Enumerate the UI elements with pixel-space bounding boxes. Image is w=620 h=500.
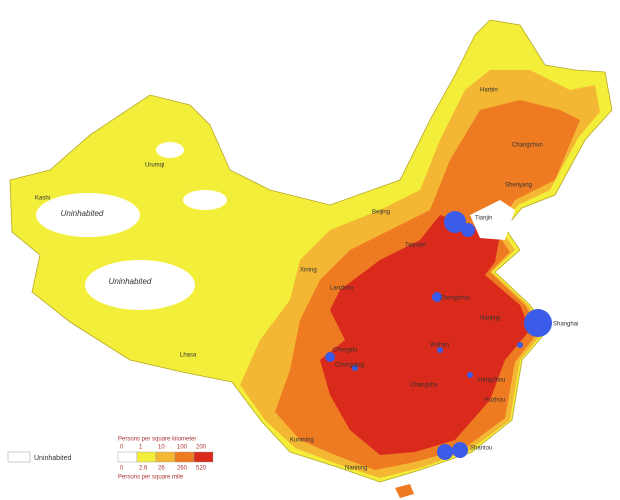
city-label: Chongqing: [335, 363, 364, 369]
legend-tick-label: 520: [196, 466, 207, 472]
city-dot: [524, 309, 552, 337]
legend-swatch: [193, 451, 214, 463]
bohai-sea: [470, 200, 515, 240]
legend-tick-label: 200: [196, 445, 207, 451]
legend-tick-label: 1: [139, 445, 143, 451]
legend-tick-label: 26: [158, 466, 165, 472]
city-dot: [461, 223, 475, 237]
city-label: Changsha: [410, 383, 438, 389]
hainan: [395, 484, 414, 498]
city-dot: [467, 372, 473, 378]
city-label: Fuzhou: [485, 398, 505, 404]
city-dot: [444, 211, 466, 233]
uninhabited-area: [183, 190, 227, 210]
city-label: Shantou: [470, 446, 492, 452]
city-label: Urumqi: [145, 163, 164, 169]
city-label: Changchun: [512, 143, 543, 149]
city-dot: [432, 292, 442, 302]
legend-tick-label: 10: [158, 445, 165, 451]
uninhabited-label: Uninhabited: [109, 277, 152, 286]
city-dot: [452, 442, 468, 458]
land-very-high: [320, 215, 530, 455]
city-label: Wuhan: [430, 343, 449, 349]
legend-tick-label: 2.6: [139, 466, 148, 472]
city-label: Lanzhou: [330, 286, 353, 292]
city-label: Xining: [300, 268, 317, 274]
uninhabited-area: [36, 193, 140, 237]
legend-swatch: [7, 451, 31, 463]
city-label: Nanning: [345, 466, 367, 472]
city-label: Tianjin: [475, 216, 492, 222]
city-dot: [437, 444, 453, 460]
legend-tick-label: 260: [177, 466, 188, 472]
uninhabited-area: [85, 260, 195, 310]
city-dot: [437, 347, 443, 353]
legend: Persons per square kilometer Persons per…: [7, 437, 214, 481]
city-dot: [325, 352, 335, 362]
city-label: Lhasa: [180, 353, 197, 359]
city-label: Beijing: [372, 210, 390, 216]
legend-title: Persons per square kilometer: [118, 437, 196, 443]
uninhabited-area: [156, 142, 184, 158]
legend-tick-label: 0: [120, 466, 124, 472]
labels: Uninhabited Uninhabited Harbin Changchun…: [35, 88, 578, 472]
legend-title: Persons per square mile: [118, 475, 184, 481]
city-dot: [517, 342, 523, 348]
legend-tick-label: 0: [120, 445, 124, 451]
legend-swatch: [117, 451, 138, 463]
legend-swatch: [136, 451, 157, 463]
uninhabited-label: Uninhabited: [61, 209, 104, 218]
city-label: Harbin: [480, 88, 498, 94]
legend-uninhabited: Uninhabited: [34, 455, 71, 462]
city-label: Kunming: [290, 438, 314, 444]
city-label: Kashi: [35, 196, 50, 202]
city-label: Shanghai: [553, 322, 578, 328]
legend-swatch: [174, 451, 195, 463]
city-dot: [352, 365, 358, 371]
legend-swatch: [155, 451, 176, 463]
city-label: Hangzhou: [478, 378, 505, 384]
land: [9, 19, 613, 498]
city-label: Shenyang: [505, 183, 532, 189]
city-dots: [325, 211, 552, 460]
city-label: Nanjing: [480, 316, 500, 322]
legend-tick-label: 100: [177, 445, 188, 451]
city-label: Chengdu: [333, 348, 357, 354]
city-label: Zhengzhou: [440, 296, 470, 302]
city-label: Taiyuan: [405, 243, 426, 249]
